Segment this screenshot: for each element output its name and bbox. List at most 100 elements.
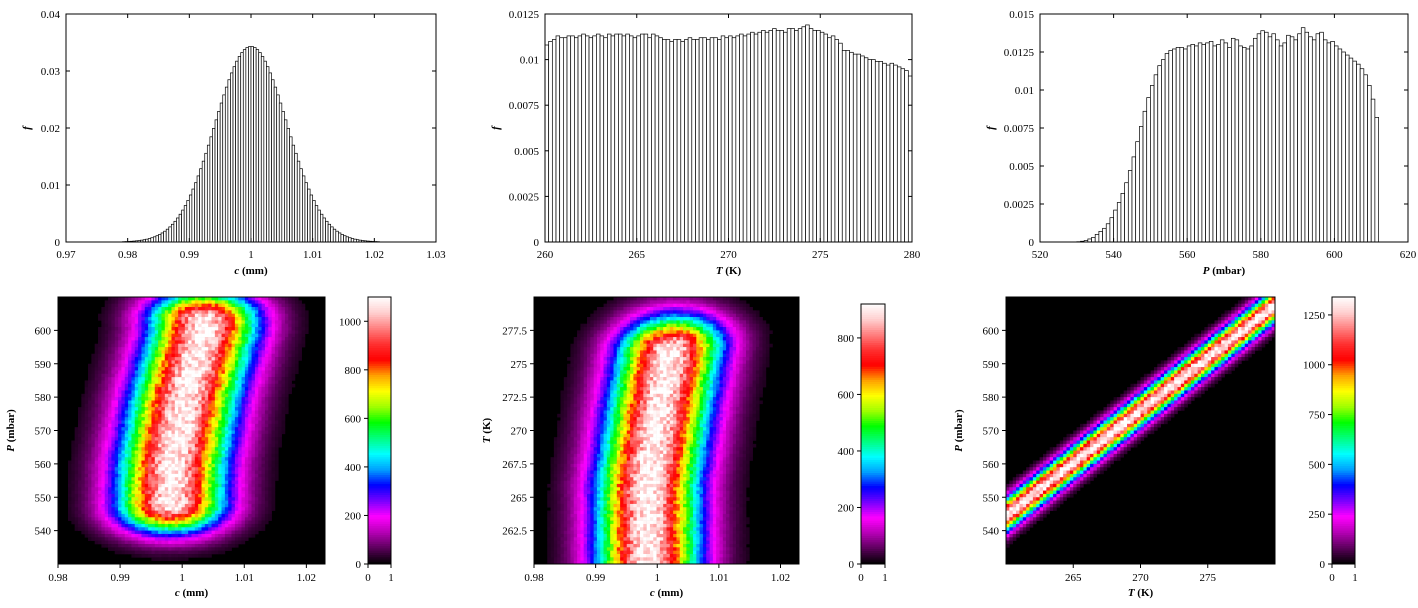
heatmap-cell [238,323,242,328]
heatmap-cell [234,533,239,538]
heatmap-cell [258,503,262,508]
heatmap-cell [261,310,266,314]
heatmap-cell [268,393,272,398]
heatmap-cell [161,420,166,425]
heatmap-cell [244,440,249,445]
heatmap-cell [118,380,122,385]
histogram-bar [332,228,337,243]
heatmap-cell [121,453,126,458]
heatmap-cell [204,510,209,515]
heatmap-cell [198,340,202,345]
heatmap-cell [204,323,209,328]
heatmap-cell [124,337,129,341]
heatmap-cell [108,347,112,351]
heatmap-cell [274,390,279,395]
heatmap-cell [258,430,262,435]
histogram-bar [299,168,303,243]
heatmap-cell [234,433,239,438]
heatmap-cell [134,317,139,321]
heatmap-cell [181,327,186,331]
heatmap-cell [171,430,176,435]
heatmap-cell [224,370,229,375]
heatmap-cell [231,467,236,471]
heatmap-cell [101,333,106,338]
histogram-bar [181,209,185,243]
histogram-bar [183,205,188,243]
heatmap-cell [131,353,136,358]
heatmap-cell [91,420,96,425]
heatmap-cell [238,383,242,388]
heatmap-cell [98,377,102,381]
heatmap-cell [171,297,176,301]
heatmap-cell [254,437,259,441]
heatmap-cell [244,463,249,468]
heatmap-cell [201,343,206,348]
heatmap-cell [248,367,252,371]
heatmap-cell [78,473,82,478]
heatmap-cell [148,373,152,378]
heatmap-cell [174,443,179,448]
heatmap-cell [91,357,96,361]
heatmap-cell [198,450,202,455]
heatmap-cell [198,430,202,435]
heatmap-cell [228,467,232,471]
heatmap-cell [248,500,252,505]
heatmap-cell [114,497,119,501]
heatmap-cell [118,460,122,465]
heatmap-cell [161,483,166,488]
heatmap-cell [274,337,279,341]
heatmap-cell [188,377,192,381]
heatmap-cell [68,517,72,521]
heatmap-cell [271,337,276,341]
heatmap-cell [258,410,262,415]
heatmap-cell [171,370,176,375]
heatmap-cell [208,530,212,535]
heatmap-cell [94,517,99,521]
heatmap-cell [171,497,176,501]
heatmap-cell [241,377,246,381]
heatmap-cell [301,323,306,328]
heatmap-cell [124,487,129,491]
heatmap-cell [251,350,256,355]
heatmap-cell [188,517,192,521]
heatmap-cell [98,360,102,365]
heatmap-cell [268,340,272,345]
heatmap-cell [274,347,279,351]
heatmap-cell [151,417,156,421]
heatmap-cell [131,540,136,545]
heatmap-cell [141,347,146,351]
heatmap-cell [171,327,176,331]
heatmap-cell [211,340,216,345]
heatmap-cell [221,463,226,468]
heatmap-cell [264,350,269,355]
heatmap-cell [184,300,189,304]
heatmap-cell [98,380,102,385]
heatmap-cell [278,390,282,395]
heatmap-cell [118,327,122,331]
heatmap-cell [211,537,216,541]
heatmap-cell [84,530,89,535]
heatmap-cell [98,530,102,535]
heatmap-cell [201,397,206,401]
heatmap-cell [131,323,136,328]
heatmap-cell [151,443,156,448]
heatmap-cell [244,417,249,421]
heatmap-cell [191,513,196,518]
heatmap-cell [171,427,176,431]
heatmap-cell [218,540,222,545]
heatmap-cell [251,330,256,335]
heatmap-cell [201,313,206,318]
heatmap-cell [114,383,119,388]
heatmap-cell [258,350,262,355]
heatmap-cell [161,407,166,411]
heatmap-cell [254,480,259,485]
heatmap-cell [288,300,292,304]
heatmap-cell [161,527,166,531]
heatmap-cell [258,310,262,314]
heatmap-cell [81,497,85,501]
heatmap-cell [78,420,82,425]
heatmap-cell [188,537,192,541]
heatmap-cell [188,410,192,415]
heatmap-cell [184,437,189,441]
heatmap-cell [271,497,276,501]
